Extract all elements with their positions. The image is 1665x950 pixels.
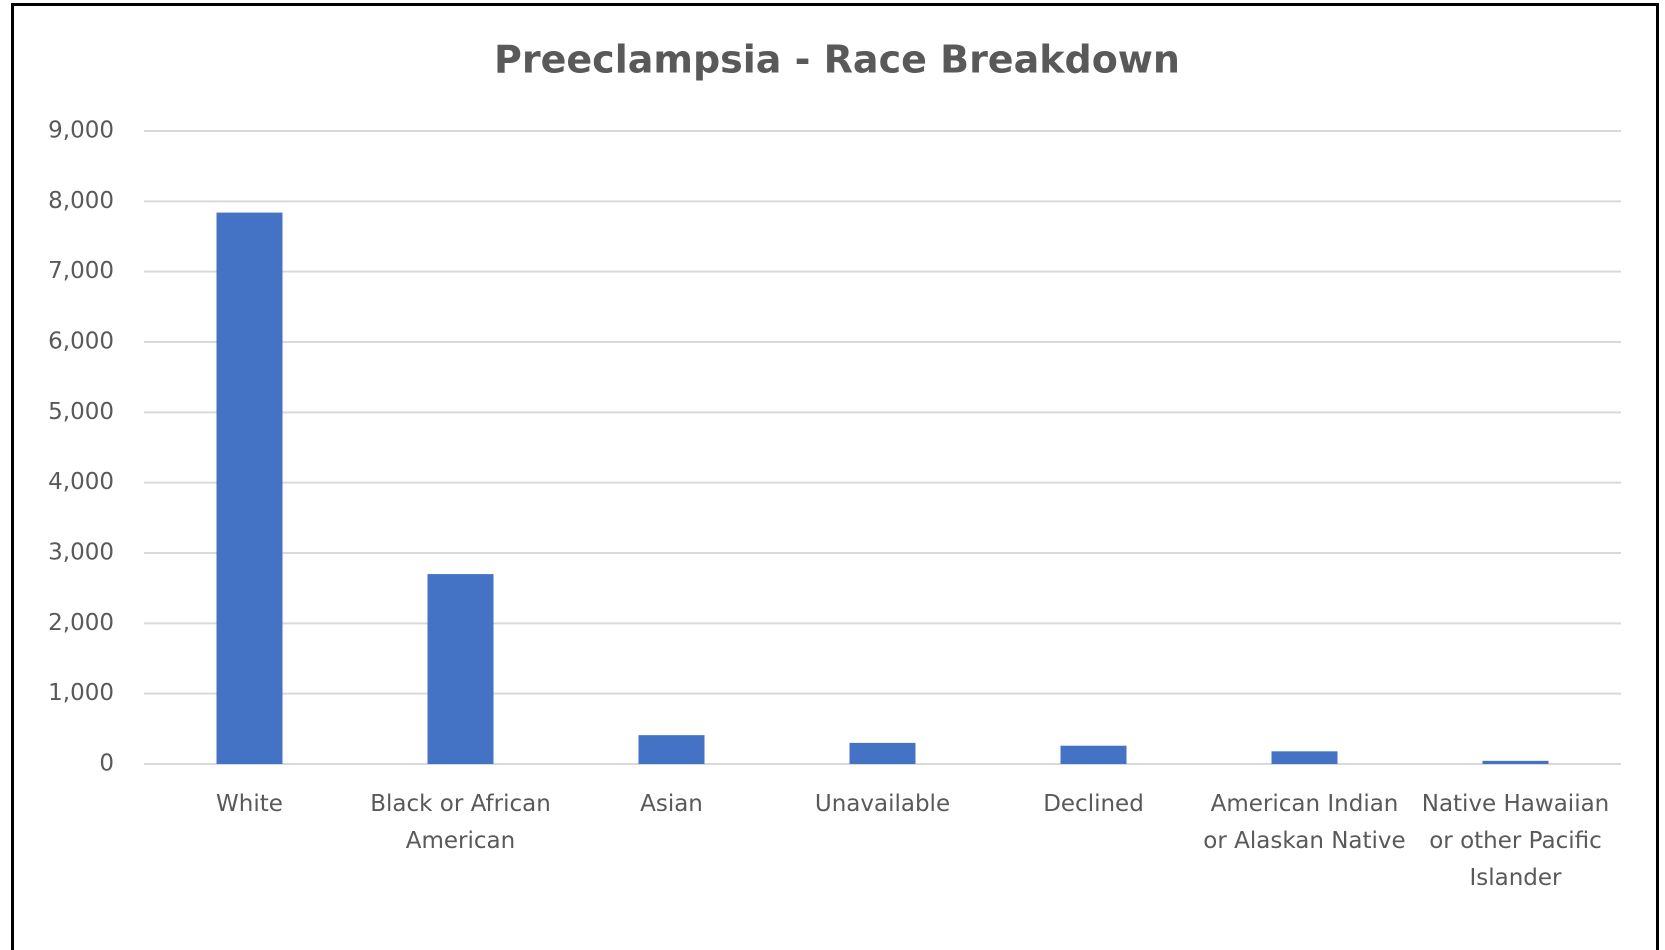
x-tick-label: American Indian or Alaskan Native: [1203, 791, 1406, 854]
x-tick-label: Black or African American: [370, 791, 551, 854]
chart-title: Preeclampsia - Race Breakdown: [494, 38, 1180, 82]
bar: [1060, 745, 1127, 764]
y-tick-label: 1,000: [48, 680, 114, 706]
x-tick-label: Declined: [1043, 791, 1144, 817]
y-tick-label: 4,000: [48, 469, 114, 495]
chart-frame: [11, 3, 1659, 950]
bar: [638, 735, 705, 764]
bar: [216, 212, 283, 764]
x-tick-label: Asian: [640, 791, 703, 817]
y-tick-label: 5,000: [48, 399, 114, 425]
x-tick-label: Native Hawaiian or other Pacific Islande…: [1421, 791, 1610, 891]
y-tick-label: 0: [99, 751, 114, 777]
bar: [1271, 751, 1338, 764]
x-tick-label: Unavailable: [814, 791, 951, 817]
bar: [427, 574, 494, 764]
x-tick-label: White: [216, 791, 283, 817]
y-tick-label: 2,000: [48, 610, 114, 636]
y-tick-label: 7,000: [48, 258, 114, 284]
bar: [849, 742, 916, 764]
y-tick-label: 9,000: [48, 118, 114, 144]
y-tick-label: 3,000: [48, 540, 114, 566]
y-tick-label: 6,000: [48, 329, 114, 355]
bar: [1482, 760, 1549, 764]
y-tick-label: 8,000: [48, 188, 114, 214]
